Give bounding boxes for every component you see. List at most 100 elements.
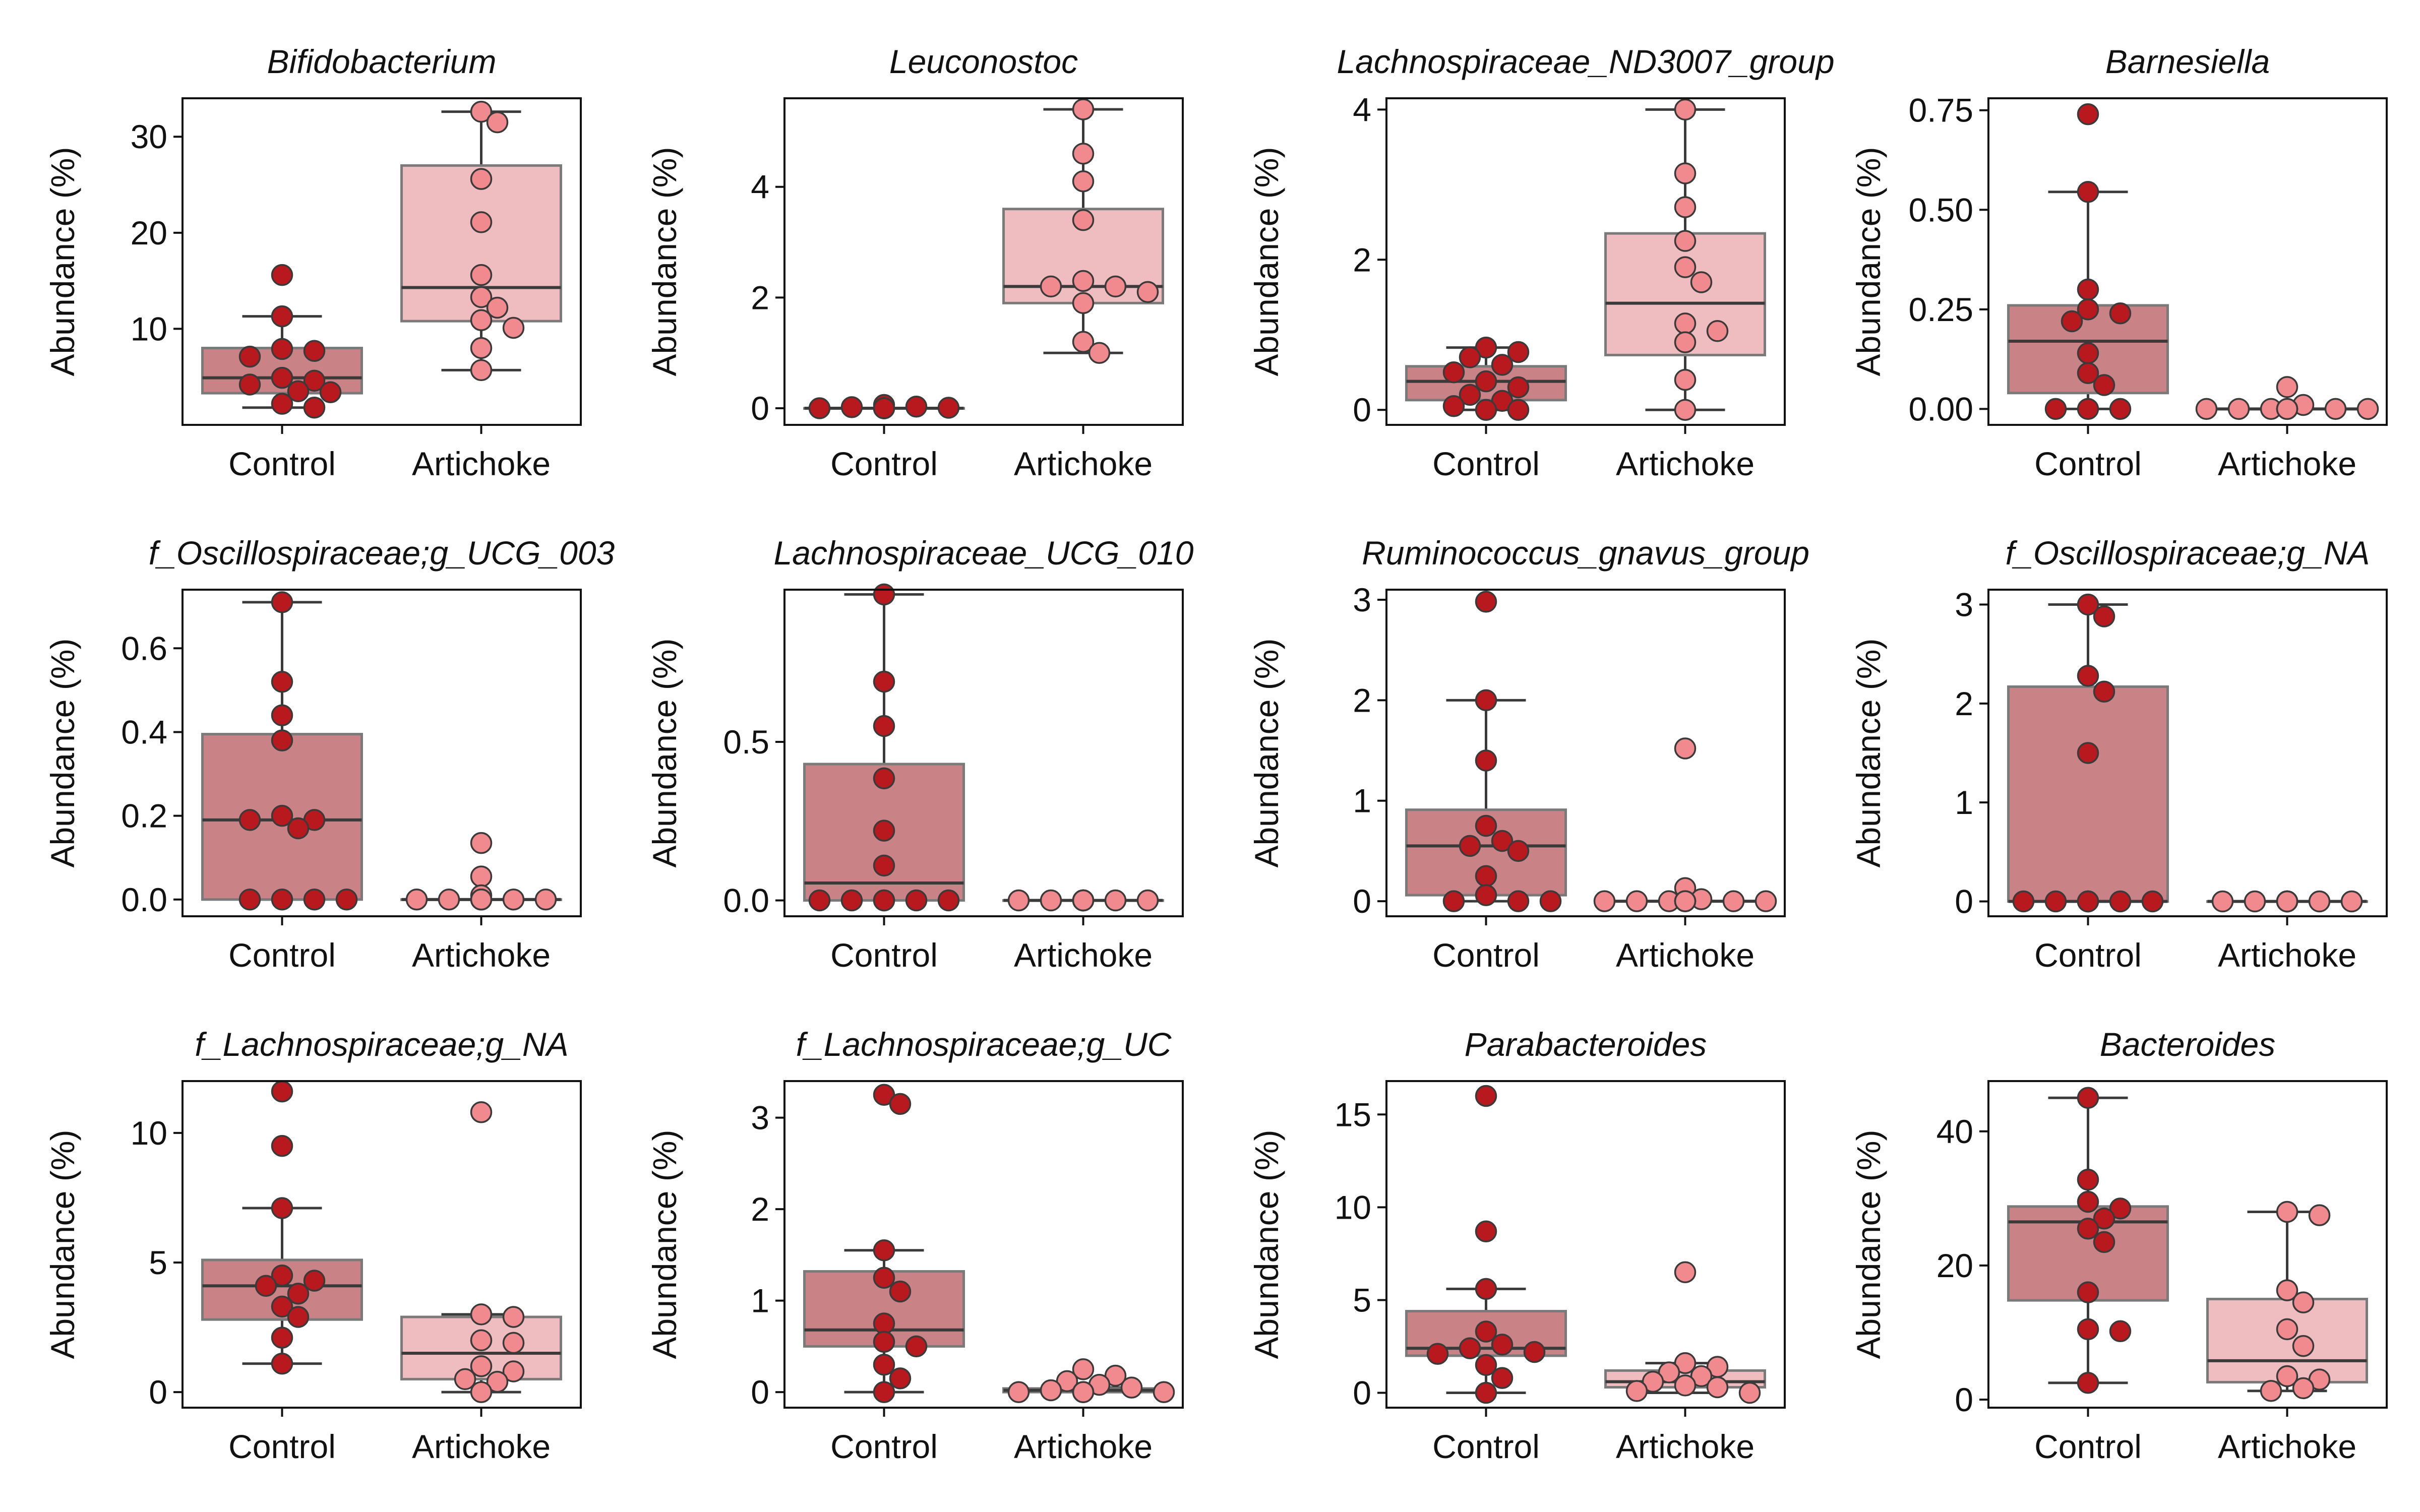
data-point bbox=[2077, 665, 2099, 687]
data-point bbox=[486, 296, 509, 319]
y-axis-label: Abundance (%) bbox=[646, 1130, 683, 1359]
data-point bbox=[1674, 312, 1697, 335]
data-point bbox=[271, 889, 293, 911]
data-point bbox=[1088, 342, 1111, 364]
plot-frame bbox=[1385, 97, 1786, 426]
series-artichoke bbox=[1002, 889, 1164, 912]
series-artichoke bbox=[1604, 1261, 1766, 1404]
data-point bbox=[1072, 209, 1095, 231]
data-point bbox=[873, 854, 895, 877]
data-point bbox=[271, 1135, 293, 1157]
panel-title: Barnesiella bbox=[2105, 43, 2270, 80]
data-point bbox=[2109, 1198, 2132, 1220]
data-point bbox=[2292, 1291, 2315, 1313]
data-point bbox=[303, 1270, 326, 1292]
x-tick-label: Artichoke bbox=[2218, 1428, 2356, 1465]
data-point bbox=[1625, 1380, 1648, 1402]
data-point bbox=[2093, 605, 2115, 627]
panel-title: f_Lachnospiraceae;g_NA bbox=[195, 1026, 568, 1063]
data-point bbox=[2077, 398, 2099, 420]
plot-frame bbox=[783, 97, 1184, 426]
data-point bbox=[2077, 890, 2099, 913]
series-control bbox=[2007, 103, 2169, 420]
series-control bbox=[803, 394, 965, 419]
data-point bbox=[2292, 1377, 2315, 1400]
y-tick-label: 0 bbox=[751, 1373, 769, 1411]
data-point bbox=[287, 380, 310, 403]
data-point bbox=[271, 704, 293, 726]
x-tick-label: Artichoke bbox=[1014, 936, 1153, 974]
data-point bbox=[1674, 890, 1697, 912]
data-point bbox=[2141, 890, 2164, 913]
x-tick-label: Control bbox=[830, 936, 938, 974]
x-tick-label: Artichoke bbox=[1616, 445, 1754, 482]
series-control bbox=[803, 1084, 965, 1403]
data-point bbox=[840, 889, 863, 912]
data-point bbox=[2324, 398, 2347, 420]
x-tick-label: Artichoke bbox=[2218, 445, 2356, 482]
data-point bbox=[1491, 1367, 1514, 1389]
data-point bbox=[1040, 275, 1062, 298]
data-point bbox=[405, 889, 428, 911]
data-point bbox=[2276, 1279, 2298, 1301]
data-point bbox=[889, 1093, 912, 1115]
data-point bbox=[470, 889, 493, 911]
y-tick-label: 2 bbox=[1353, 681, 1371, 719]
data-point bbox=[1007, 889, 1030, 912]
data-point bbox=[2195, 398, 2218, 420]
data-point bbox=[1136, 281, 1159, 303]
data-point bbox=[1523, 1341, 1546, 1363]
data-point bbox=[303, 396, 326, 419]
data-point bbox=[2244, 890, 2266, 913]
y-tick-label: 0 bbox=[1955, 883, 1973, 920]
y-axis-label: Abundance (%) bbox=[44, 147, 81, 376]
data-point bbox=[1475, 399, 1497, 421]
data-point bbox=[937, 889, 960, 912]
y-tick-label: 0 bbox=[751, 390, 769, 427]
data-point bbox=[1706, 320, 1729, 342]
data-point bbox=[502, 889, 525, 911]
data-point bbox=[873, 670, 895, 693]
y-axis-label: Abundance (%) bbox=[1850, 147, 1887, 376]
data-point bbox=[905, 889, 928, 912]
data-point bbox=[1674, 162, 1697, 184]
data-point bbox=[2077, 342, 2099, 364]
x-tick-label: Artichoke bbox=[1014, 445, 1153, 482]
data-point bbox=[2276, 1365, 2298, 1388]
data-point bbox=[1674, 1374, 1697, 1397]
y-tick-label: 15 bbox=[1335, 1096, 1371, 1133]
y-tick-label: 30 bbox=[131, 118, 167, 155]
y-tick-label: 10 bbox=[1335, 1188, 1371, 1226]
x-tick-label: Artichoke bbox=[412, 445, 551, 482]
series-artichoke bbox=[1002, 98, 1164, 364]
y-tick-label: 0 bbox=[1353, 1374, 1371, 1412]
data-point bbox=[2077, 1168, 2099, 1191]
data-point bbox=[271, 671, 293, 693]
series-control bbox=[201, 591, 363, 911]
data-point bbox=[2109, 1320, 2132, 1343]
y-tick-label: 2 bbox=[751, 1190, 769, 1228]
panel-title: f_Lachnospiraceae;g_UC bbox=[796, 1026, 1172, 1063]
data-point bbox=[1754, 890, 1777, 912]
data-point bbox=[1072, 170, 1095, 193]
data-point bbox=[1459, 835, 1481, 857]
data-point bbox=[2109, 398, 2132, 420]
data-point bbox=[2012, 890, 2035, 913]
series-control bbox=[803, 583, 965, 912]
y-tick-label: 1 bbox=[1955, 784, 1973, 821]
data-point bbox=[2292, 1335, 2315, 1357]
y-tick-label: 5 bbox=[1353, 1281, 1371, 1318]
data-point bbox=[1459, 346, 1481, 368]
y-tick-label: 20 bbox=[131, 214, 167, 251]
panel-title: f_Oscillospiraceae;g_NA bbox=[2006, 534, 2370, 572]
data-point bbox=[1072, 292, 1095, 314]
data-point bbox=[1690, 1365, 1713, 1388]
y-tick-label: 2 bbox=[1955, 685, 1973, 722]
data-point bbox=[470, 359, 493, 382]
series-artichoke bbox=[2195, 376, 2379, 420]
y-tick-label: 0.75 bbox=[1909, 92, 1973, 129]
data-point bbox=[2044, 890, 2067, 913]
data-point bbox=[2077, 1217, 2099, 1240]
data-point bbox=[486, 111, 509, 134]
data-point bbox=[470, 1329, 493, 1352]
